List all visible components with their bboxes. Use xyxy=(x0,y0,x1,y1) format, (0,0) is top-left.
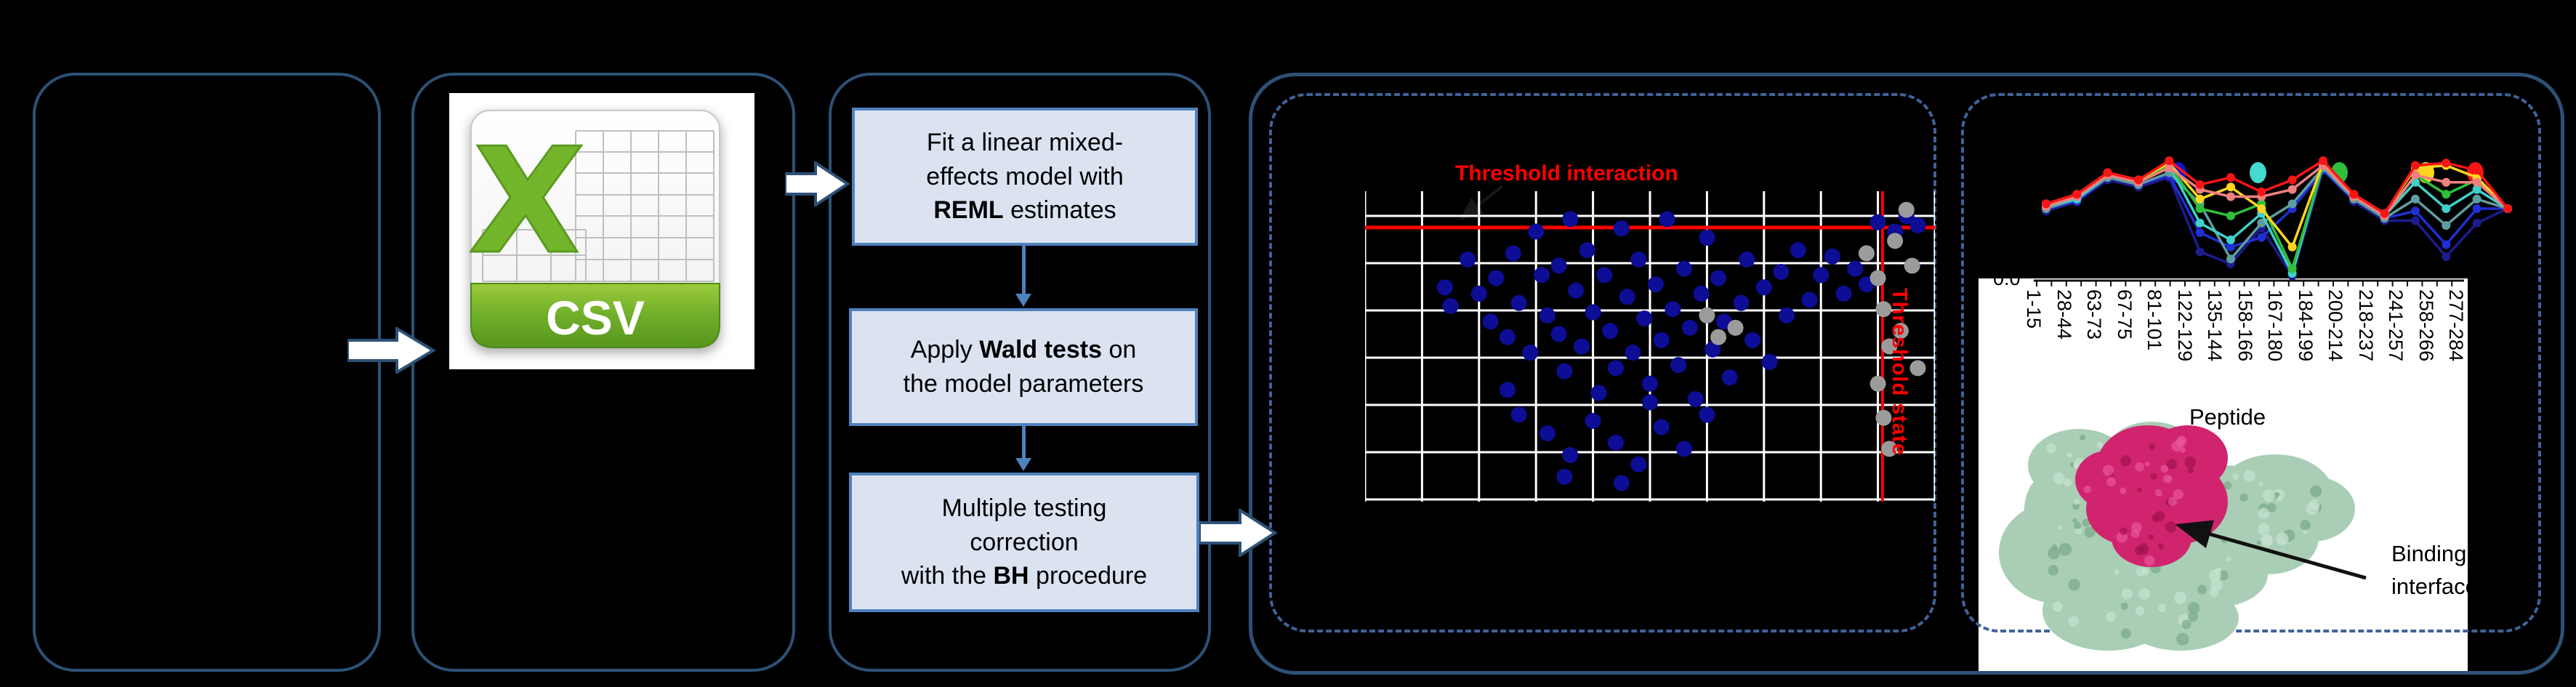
peptide-tick-label: 122-129 xyxy=(2173,289,2196,362)
excel-x-glyph: X xyxy=(470,117,587,286)
scatter-vline-label: Threshold state xyxy=(1888,288,1911,456)
csv-banner xyxy=(470,283,720,348)
binding-interface-label: Binding interface xyxy=(2391,538,2478,603)
panel-statistics xyxy=(829,73,1211,672)
binding-interface-line2: interface xyxy=(2391,573,2478,599)
flow-box-bh: Multiple testing correction with the BH pr… xyxy=(849,473,1199,612)
peptide-tick-label: 63-73 xyxy=(2083,289,2105,340)
peptide-tick-label: 28-44 xyxy=(2053,289,2075,340)
peptide-tick-label: 135-144 xyxy=(2204,289,2226,362)
panel-input xyxy=(33,73,381,672)
results-group-outline xyxy=(1249,73,2564,675)
peptide-tick-label: 167-180 xyxy=(2264,289,2286,362)
csv-banner-label: CSV xyxy=(546,291,645,345)
flow-box-wald: Apply Wald tests on the model parameters xyxy=(849,308,1198,426)
binding-interface-line1: Binding xyxy=(2391,541,2467,566)
y-axis-tick-label: 0.0 xyxy=(1993,268,2021,289)
peptide-uptake-linechart xyxy=(2034,156,2512,286)
spreadsheet-grid xyxy=(482,130,715,282)
peptide-tick-label: 241-257 xyxy=(2385,289,2407,362)
flow-arrow-2-icon xyxy=(1015,423,1031,471)
peptide-tick-label: 158-166 xyxy=(2234,289,2256,362)
legend-marker-1-icon xyxy=(2250,162,2266,183)
x-axis-title: Peptide xyxy=(2189,404,2266,430)
peptide-tick-label: 277-284 xyxy=(2445,289,2467,362)
arrow-panel1-to-csv-icon xyxy=(347,327,436,374)
scatter-annotation-arrow-icon xyxy=(1459,185,1504,220)
peptide-tick-label: 67-75 xyxy=(2113,289,2136,340)
panel-peptide-dashed xyxy=(1961,93,2541,632)
scatter-hline-label: Threshold interaction xyxy=(1455,161,1678,185)
panel-csv xyxy=(411,73,795,672)
peptide-tick-label: 1-15 xyxy=(2023,289,2045,329)
peptide-tick-label: 200-214 xyxy=(2325,289,2346,362)
peptide-tick-label: 81-101 xyxy=(2144,289,2165,351)
flow-arrow-1-icon xyxy=(1015,246,1031,307)
csv-image-background: X CSV xyxy=(449,93,754,369)
peptide-tick-label: 258-266 xyxy=(2415,289,2437,362)
protein-structure-image xyxy=(1999,422,2367,651)
arrow-csv-to-model-icon xyxy=(785,161,850,206)
csv-file-icon: X CSV xyxy=(470,110,720,348)
peptide-tick-label: 218-237 xyxy=(2354,289,2377,362)
scatter-plot xyxy=(1365,191,1935,502)
peptide-tick-label: 184-199 xyxy=(2294,289,2317,362)
flow-box-reml: Fit a linear mixed-effects model with REM… xyxy=(852,108,1198,246)
arrow-model-to-results-icon xyxy=(1199,509,1278,557)
panel-scatter-dashed xyxy=(1269,93,1936,632)
